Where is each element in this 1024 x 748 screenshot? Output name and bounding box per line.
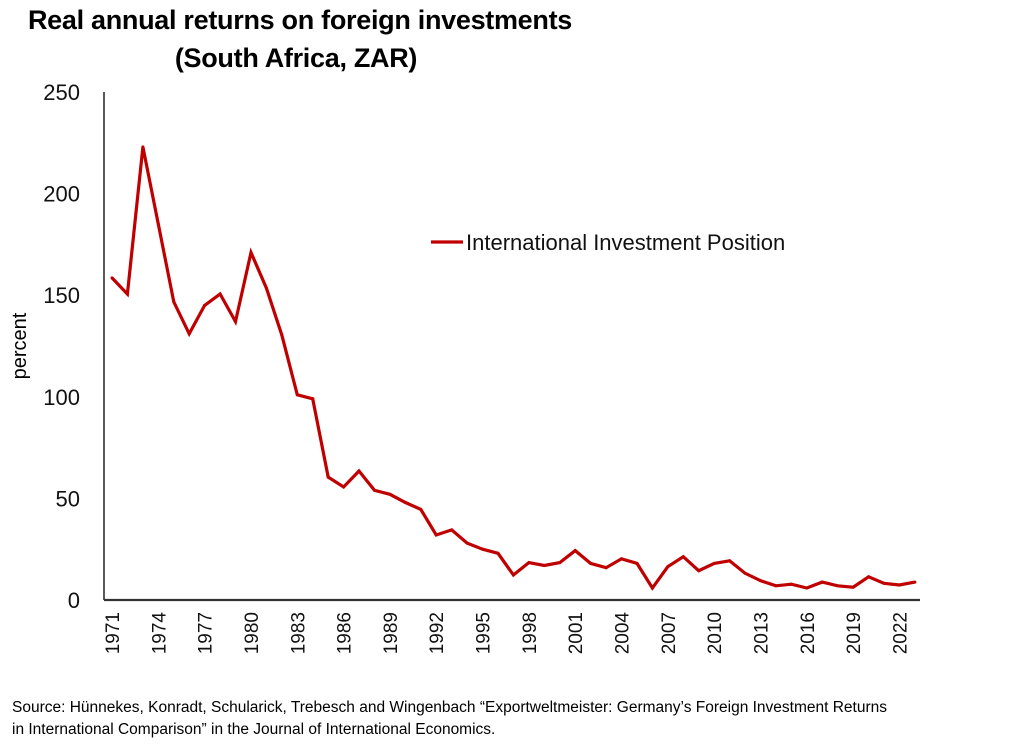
x-tick-label: 1992 — [427, 612, 448, 654]
data-point — [388, 492, 392, 496]
data-point — [774, 584, 778, 588]
data-point — [882, 581, 886, 585]
data-point — [264, 286, 268, 290]
data-point — [558, 561, 562, 565]
data-point — [589, 561, 593, 565]
data-point — [125, 292, 129, 296]
data-point — [913, 580, 917, 584]
data-point — [249, 251, 253, 254]
data-point — [759, 579, 762, 583]
data-point — [311, 397, 315, 401]
x-tick-label: 2001 — [566, 612, 587, 654]
y-axis-label: percent — [9, 312, 31, 379]
x-tick-label: 2010 — [705, 612, 726, 654]
x-tick-label: 2016 — [798, 612, 819, 654]
y-tick-label: 200 — [43, 182, 80, 207]
data-point — [465, 541, 469, 545]
data-point — [836, 584, 840, 588]
y-tick-label: 150 — [43, 283, 80, 308]
x-tick-label: 1995 — [474, 612, 495, 654]
source-note: Source: Hünnekes, Konradt, Schularick, T… — [12, 697, 1012, 741]
x-tick-label: 1977 — [196, 612, 217, 654]
y-tick-label: 250 — [43, 80, 80, 105]
data-point — [820, 580, 824, 584]
data-point — [728, 559, 732, 563]
series-line — [110, 146, 916, 591]
legend: International Investment Position — [431, 230, 785, 255]
data-point — [342, 485, 346, 489]
data-point — [141, 145, 145, 149]
line-chart: 0 50 100 150 200 250 1971 1974 1977 1980 1983 1986… — [9, 80, 920, 655]
x-tick-label: 1986 — [335, 612, 356, 654]
data-point — [789, 582, 793, 586]
data-point — [203, 303, 207, 307]
x-tick-label: 1989 — [381, 612, 402, 654]
data-point — [218, 292, 222, 296]
data-point — [280, 333, 284, 337]
x-tick-label: 2007 — [659, 612, 680, 654]
x-tick-label: 2022 — [890, 612, 911, 654]
data-point — [635, 561, 639, 565]
data-point — [712, 561, 716, 565]
data-point — [650, 586, 654, 590]
data-point — [805, 586, 809, 590]
data-point — [681, 555, 685, 559]
data-point — [604, 566, 608, 570]
data-point — [434, 533, 438, 537]
x-tick-label: 1983 — [288, 612, 309, 654]
data-point — [450, 528, 454, 532]
x-tick-label: 1971 — [103, 612, 124, 654]
x-tick-label: 2013 — [751, 612, 772, 654]
x-axis-ticks: 1971 1974 1977 1980 1983 1986 1989 1992 1995 1998… — [103, 612, 911, 655]
x-tick-label: 2019 — [844, 612, 865, 654]
data-point — [403, 501, 407, 504]
chart-subtitle: (South Africa, ZAR) — [174, 43, 418, 73]
legend-label: International Investment Position — [466, 230, 785, 255]
data-point — [172, 300, 176, 304]
data-point — [481, 547, 485, 551]
data-point — [851, 585, 855, 589]
data-point — [373, 488, 376, 492]
y-tick-label: 0 — [68, 588, 80, 613]
data-point — [867, 575, 871, 579]
data-point — [187, 332, 191, 336]
data-point — [620, 557, 623, 561]
data-point — [511, 573, 515, 577]
data-point — [295, 393, 299, 397]
x-tick-label: 1974 — [149, 612, 170, 655]
y-tick-label: 50 — [56, 486, 80, 511]
data-point — [234, 320, 237, 324]
data-point — [573, 549, 577, 553]
source-line-1: Source: Hünnekes, Konradt, Schularick, T… — [12, 699, 888, 716]
data-point — [419, 507, 423, 511]
data-point — [110, 276, 114, 280]
x-tick-label: 1980 — [242, 612, 263, 654]
x-tick-label: 2004 — [613, 612, 634, 655]
data-point — [743, 571, 747, 575]
source-line-2: in International Comparison” in the Jour… — [12, 721, 496, 738]
y-axis-ticks: 0 50 100 150 200 250 — [43, 80, 80, 613]
data-point — [326, 475, 330, 479]
y-tick-label: 100 — [43, 385, 80, 410]
data-point — [697, 569, 701, 573]
data-point — [897, 583, 901, 587]
data-point — [357, 469, 361, 473]
data-point — [542, 564, 546, 567]
chart-title: Real annual returns on foreign investmen… — [27, 5, 572, 35]
data-point — [156, 222, 160, 226]
series-group — [110, 145, 917, 591]
data-point — [666, 565, 670, 569]
x-tick-label: 1998 — [520, 612, 541, 654]
data-point — [496, 551, 500, 555]
data-point — [527, 561, 531, 565]
